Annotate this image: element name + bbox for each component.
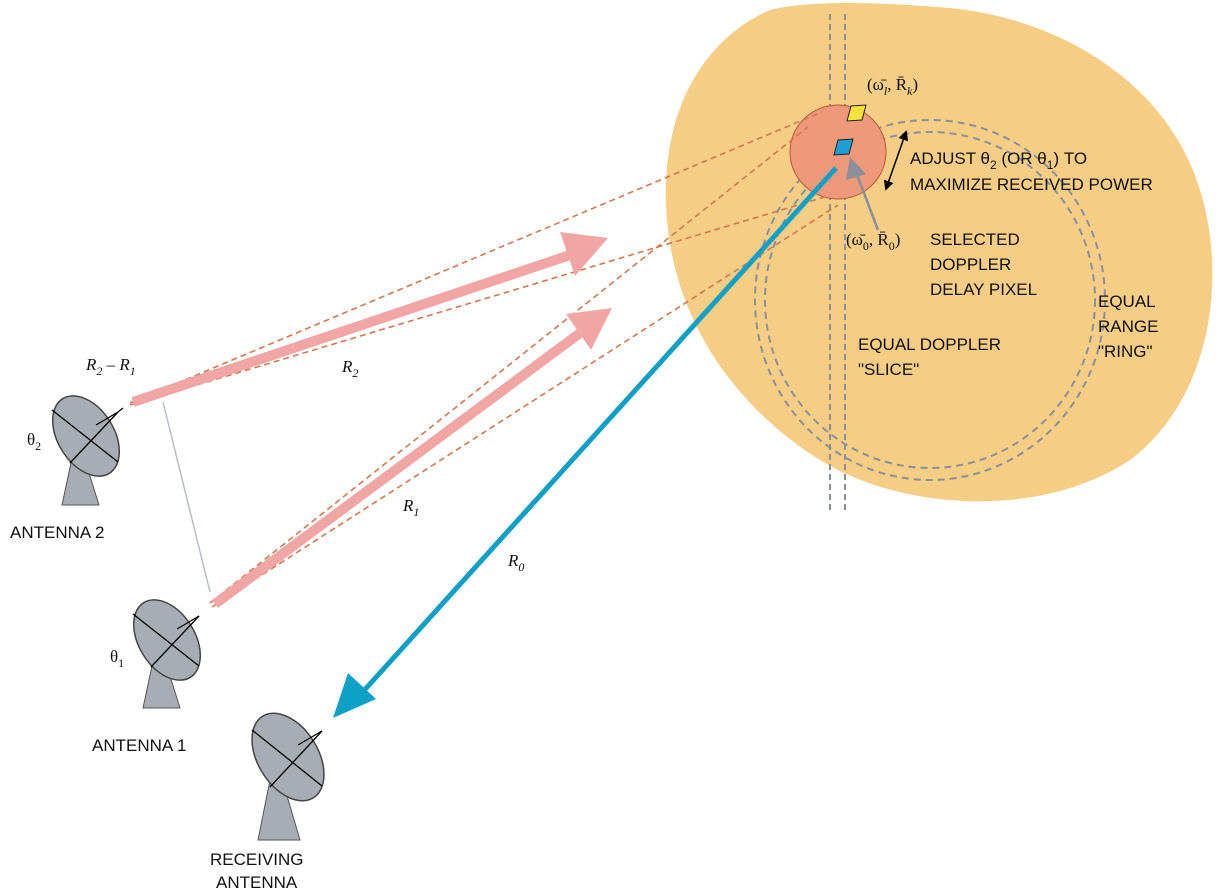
selected-pixel-marker xyxy=(833,138,854,156)
adjust-label-line1: ADJUST θ2 (OR θ1) TO xyxy=(910,149,1087,172)
selected-pixel-pointer xyxy=(846,157,880,231)
pixel-lk-label: (ω̄l, R̄k) xyxy=(867,75,918,98)
pixel-lk-marker xyxy=(846,104,867,122)
baseline-line xyxy=(162,401,211,593)
selected-label-2: DOPPLER xyxy=(930,255,1011,274)
adjust-double-arrow xyxy=(883,130,909,191)
transmit-beam-2 xyxy=(131,232,608,407)
equal-range-label-3: "RING" xyxy=(1098,342,1153,361)
theta-2-label: θ2 xyxy=(27,430,41,453)
equal-range-label-2: RANGE xyxy=(1098,317,1158,336)
theta-1-label: θ1 xyxy=(110,647,124,670)
antenna-2-label: ANTENNA 2 xyxy=(10,523,104,542)
equal-doppler-label-2: "SLICE" xyxy=(858,360,919,379)
transmit-beam-1 xyxy=(212,308,612,609)
antenna-1-icon xyxy=(132,599,202,709)
r1-label: R1 xyxy=(402,496,419,519)
receiving-antenna-icon xyxy=(251,712,325,841)
target-region xyxy=(665,3,1213,502)
pixel-00-label: (ω̄0, R̄0) xyxy=(846,230,900,253)
selected-label-1: SELECTED xyxy=(930,230,1020,249)
beam-edge-dashes xyxy=(129,111,839,608)
antenna-1-label: ANTENNA 1 xyxy=(92,736,186,755)
receiving-antenna-label-2: ANTENNA xyxy=(216,873,298,892)
selected-label-3: DELAY PIXEL xyxy=(930,280,1037,299)
r0-label: R0 xyxy=(507,551,524,574)
equal-range-label-1: EQUAL xyxy=(1098,292,1156,311)
equal-doppler-slice-lines xyxy=(829,14,846,510)
receiving-antenna-label-1: RECEIVING xyxy=(210,850,304,869)
r2-label: R2 xyxy=(341,357,358,380)
receive-beam xyxy=(333,166,838,718)
antenna-2-icon xyxy=(51,395,124,506)
equal-doppler-label-1: EQUAL DOPPLER xyxy=(858,335,1001,354)
r2-minus-r1-label: R2 – R1 xyxy=(85,355,136,378)
adjust-label-line2: MAXIMIZE RECEIVED POWER xyxy=(910,175,1153,194)
equal-range-ring xyxy=(754,119,1106,481)
